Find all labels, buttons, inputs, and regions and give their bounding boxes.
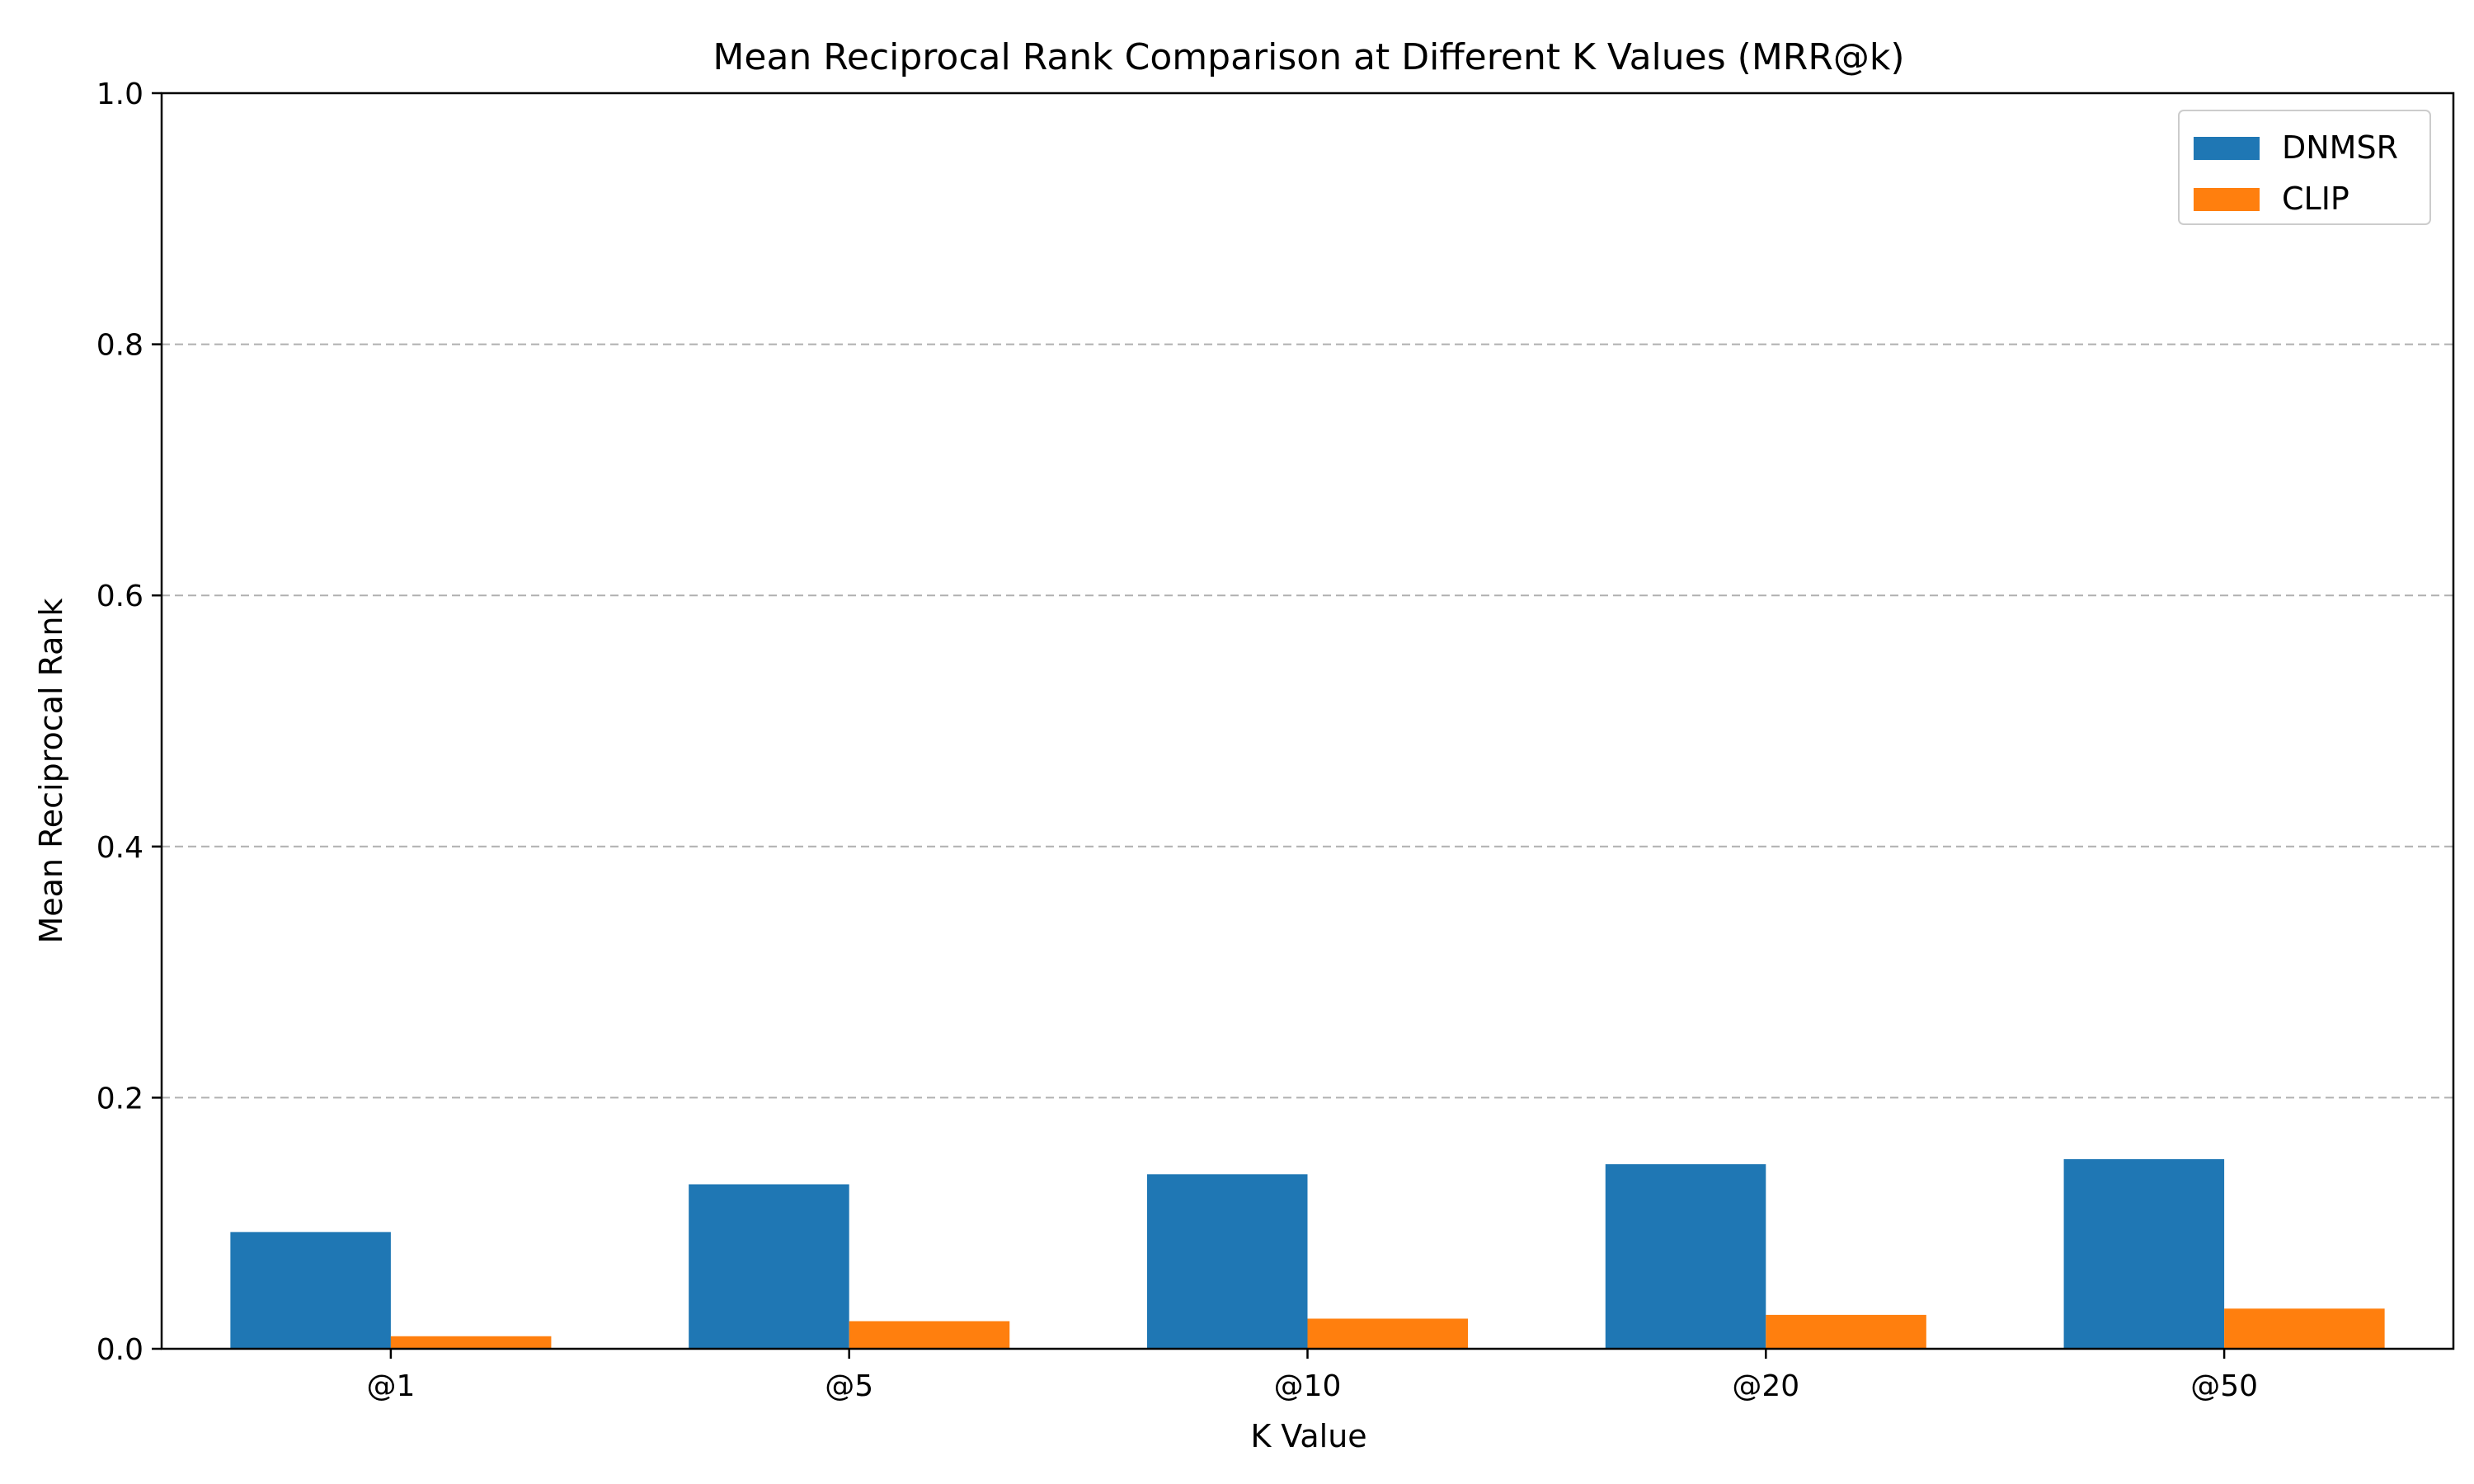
bar-clip-k20 [1766, 1314, 1926, 1349]
grid-lines [162, 343, 2453, 1099]
bar-clip-k1 [390, 1336, 552, 1349]
y-tick-label: 1.0 [96, 77, 143, 111]
bar-dnmsr-k50 [2063, 1159, 2225, 1349]
x-tick-label: @50 [2190, 1369, 2258, 1403]
chart-title: Mean Reciprocal Rank Comparison at Diffe… [713, 36, 1904, 78]
bar-dnmsr-k20 [1605, 1164, 1766, 1349]
y-axis-ticks: 0.0 0.2 0.4 0.6 0.8 1.0 [96, 77, 162, 1367]
bar-dnmsr-k1 [230, 1232, 391, 1349]
legend-label-clip: CLIP [2282, 181, 2349, 217]
x-tick-label: @20 [1732, 1369, 1799, 1403]
y-tick-label: 0.6 [96, 580, 143, 613]
y-tick-label: 0.0 [96, 1333, 143, 1367]
y-tick-label: 0.2 [96, 1082, 143, 1115]
bar-dnmsr-k5 [689, 1184, 849, 1349]
legend: DNMSR CLIP [2178, 110, 2431, 225]
bar-clip-k10 [1307, 1318, 1469, 1349]
y-tick-label: 0.8 [96, 329, 143, 363]
x-tick-label: @10 [1274, 1369, 1342, 1403]
legend-swatch-dnmsr [2194, 137, 2260, 160]
bar-clip-k50 [2224, 1308, 2385, 1349]
x-axis-ticks: @1 @5 @10 @20 @50 [366, 1349, 2258, 1403]
x-tick-label: @1 [366, 1369, 415, 1403]
x-axis-title: K Value [1250, 1418, 1366, 1454]
legend-swatch-clip [2194, 188, 2260, 211]
bar-clip-k5 [849, 1321, 1010, 1349]
x-tick-label: @5 [825, 1369, 873, 1403]
y-tick-label: 0.4 [96, 831, 143, 865]
bar-dnmsr-k10 [1146, 1174, 1308, 1349]
y-axis-title: Mean Reciprocal Rank [33, 598, 69, 943]
bars [230, 1159, 2385, 1349]
legend-label-dnmsr: DNMSR [2282, 129, 2398, 166]
